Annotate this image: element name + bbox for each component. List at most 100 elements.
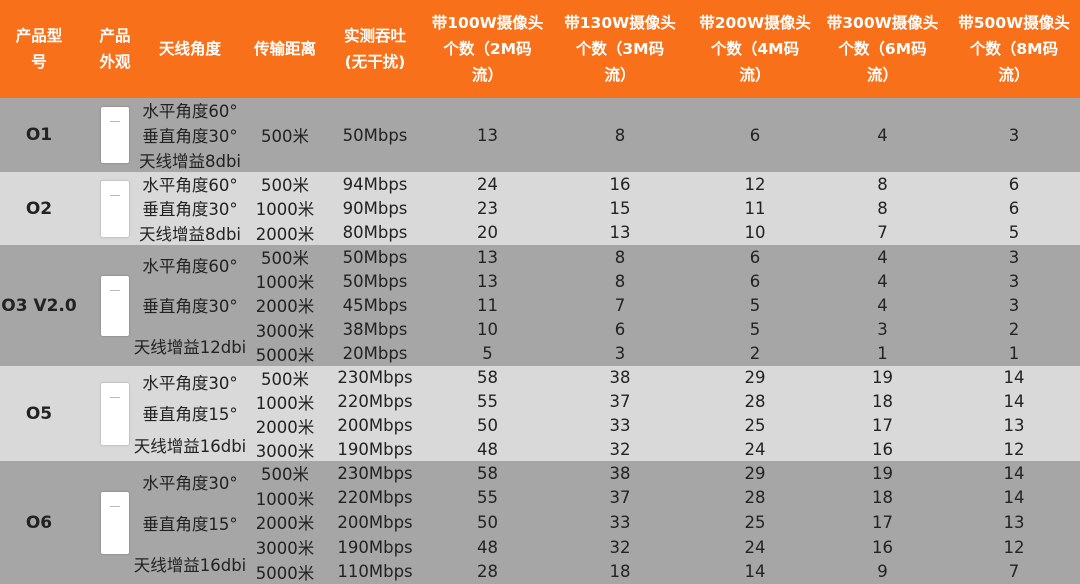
distance-value: 1000米 xyxy=(255,200,315,220)
cams-200w-value: 29 xyxy=(744,368,766,388)
distance-value: 2000米 xyxy=(255,514,315,534)
cams-300w-value: 8 xyxy=(877,174,888,194)
cams-500w-column: 6 6 5 xyxy=(948,172,1080,245)
column-header: 实测吞吐 (无干扰) xyxy=(343,27,406,71)
cams-300w-value: 18 xyxy=(872,392,893,412)
throughput-value: 230Mbps xyxy=(337,368,413,388)
cams-100w-column: 13 xyxy=(425,98,550,172)
cams-500w-value: 12 xyxy=(1003,439,1025,459)
cams-100w-value: 58 xyxy=(477,463,498,483)
cams-130w-value: 8 xyxy=(614,125,626,145)
product-group: O5 水平角度30° 垂直角度15° 天线增益16dbi 500米 1000米 2000米 3… xyxy=(0,366,1080,461)
cams-500w-value: 2 xyxy=(1008,320,1020,340)
cams-130w-value: 8 xyxy=(614,247,626,267)
cams-100w-value: 23 xyxy=(477,198,498,218)
cams-500w-value: 1 xyxy=(1008,344,1020,364)
cams-500w-value: 3 xyxy=(1008,247,1020,267)
cams-500w-value: 7 xyxy=(1008,562,1020,582)
cams-100w-value: 24 xyxy=(477,174,498,194)
cams-300w-value: 9 xyxy=(877,562,888,582)
cams-130w-value: 37 xyxy=(609,488,631,508)
cams-130w-value: 3 xyxy=(614,344,626,364)
cams-200w-column: 6 6 5 5 2 xyxy=(690,245,820,366)
cams-100w-value: 55 xyxy=(477,392,498,412)
cams-200w-value: 28 xyxy=(744,488,766,508)
cams-500w-value: 3 xyxy=(1008,125,1020,145)
cams-200w-value: 6 xyxy=(749,271,761,291)
distance-column: 500米 1000米 2000米 3000米 xyxy=(250,366,320,461)
cams-200w-value: 2 xyxy=(749,344,761,364)
cams-130w-value: 7 xyxy=(614,295,626,315)
angle-line: 天线增益16dbi xyxy=(133,437,247,457)
angle-line: 水平角度60° xyxy=(142,176,238,196)
cams-300w-column: 4 xyxy=(820,98,945,172)
column-header: 产品型 号 xyxy=(15,27,63,71)
throughput-value: 220Mbps xyxy=(337,488,413,508)
cams-100w-column: 24 23 20 xyxy=(425,172,550,245)
distance-value: 2000米 xyxy=(255,297,315,317)
cams-500w-value: 13 xyxy=(1003,512,1025,532)
distance-value: 5000米 xyxy=(255,563,315,583)
cams-130w-value: 8 xyxy=(614,271,626,291)
cams-500w-column: 14 14 13 12 7 xyxy=(948,461,1080,584)
throughput-value: 38Mbps xyxy=(342,320,408,340)
cams-100w-value: 10 xyxy=(477,320,498,340)
model-cell: O3 V2.0 xyxy=(1,295,77,316)
cams-500w-value: 5 xyxy=(1008,223,1020,243)
cams-100w-value: 50 xyxy=(477,415,498,435)
distance-value: 1000米 xyxy=(255,489,315,509)
angle-line: 水平角度30° xyxy=(142,473,238,493)
product-group: O1 水平角度60° 垂直角度30° 天线增益8dbi 500米 50Mbps 13 8 6 4 3 xyxy=(0,98,1080,172)
cams-130w-value: 37 xyxy=(609,392,631,412)
cams-200w-value: 12 xyxy=(744,174,766,194)
model-cell: O5 xyxy=(25,403,53,424)
cams-100w-column: 13 13 11 10 5 xyxy=(425,245,550,366)
cams-500w-value: 13 xyxy=(1003,415,1025,435)
cams-100w-value: 13 xyxy=(477,271,498,291)
distance-value: 5000米 xyxy=(255,345,315,365)
cams-100w-column: 58 55 50 48 xyxy=(425,366,550,461)
cams-200w-column: 6 xyxy=(690,98,820,172)
cams-500w-value: 14 xyxy=(1003,463,1025,483)
product-image xyxy=(101,491,129,554)
throughput-column: 94Mbps 90Mbps 80Mbps xyxy=(325,172,425,245)
cams-130w-value: 13 xyxy=(609,223,631,243)
distance-value: 500米 xyxy=(261,249,309,269)
cams-100w-value: 11 xyxy=(477,295,498,315)
cams-300w-value: 16 xyxy=(872,537,893,557)
cams-300w-value: 4 xyxy=(877,295,888,315)
distance-value: 500米 xyxy=(261,465,309,485)
cams-300w-value: 19 xyxy=(872,463,893,483)
cams-100w-value: 55 xyxy=(477,488,498,508)
cams-200w-value: 28 xyxy=(744,392,766,412)
cams-100w-value: 48 xyxy=(477,439,498,459)
distance-value: 1000米 xyxy=(255,394,315,413)
cams-100w-value: 48 xyxy=(477,537,498,557)
cams-300w-value: 1 xyxy=(877,344,888,364)
throughput-value: 190Mbps xyxy=(337,537,413,557)
angle-line: 垂直角度15° xyxy=(142,514,238,534)
throughput-value: 110Mbps xyxy=(337,562,413,582)
angle-line: 天线增益16dbi xyxy=(133,555,247,575)
cams-300w-value: 17 xyxy=(872,415,893,435)
throughput-value: 94Mbps xyxy=(342,174,408,194)
cams-200w-value: 10 xyxy=(744,223,766,243)
product-image-cell xyxy=(78,245,152,366)
product-group: O2 水平角度60° 垂直角度30° 天线增益8dbi 500米 1000米 2000米 94… xyxy=(0,172,1080,245)
product-group: O3 V2.0 水平角度60° 垂直角度30° 天线增益12dbi 500米 1000米 2… xyxy=(0,245,1080,366)
throughput-value: 50Mbps xyxy=(342,247,408,267)
column-header: 带100W摄像头 个数（2M码 流） xyxy=(431,14,544,84)
throughput-column: 230Mbps 220Mbps 200Mbps 190Mbps 110Mbps xyxy=(325,461,425,584)
distance-value: 3000米 xyxy=(255,539,315,559)
distance-column: 500米 1000米 2000米 3000米 5000米 xyxy=(250,461,320,584)
column-header: 产品 外观 xyxy=(99,27,131,71)
cams-500w-column: 14 14 13 12 xyxy=(948,366,1080,461)
cams-130w-column: 16 15 13 xyxy=(555,172,685,245)
angle-line: 水平角度60° xyxy=(142,257,238,277)
column-header: 带200W摄像头 个数（4M码 流） xyxy=(699,14,811,84)
cams-200w-value: 6 xyxy=(749,125,761,145)
throughput-column: 230Mbps 220Mbps 200Mbps 190Mbps xyxy=(325,366,425,461)
table-header: 产品型 号 产品 外观 天线角度 传输距离 实测吞吐 (无干扰) 带100W摄像头 个数（… xyxy=(0,0,1080,98)
throughput-value: 45Mbps xyxy=(342,295,408,315)
